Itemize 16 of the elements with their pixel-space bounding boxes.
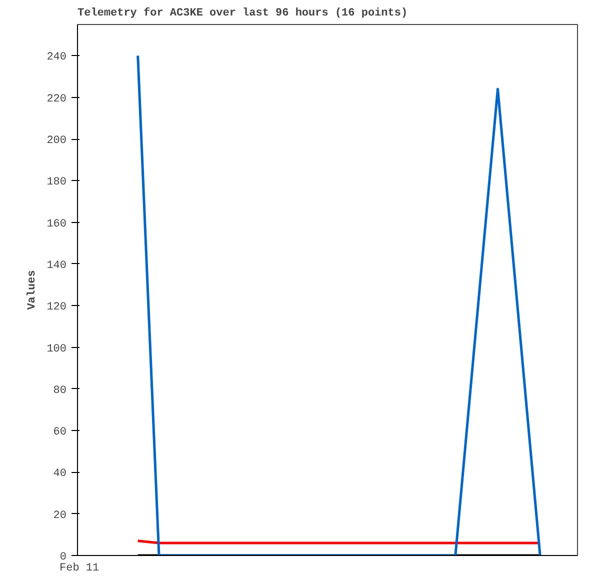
y-tick-label: 180 <box>46 176 67 189</box>
y-tick-label: 100 <box>46 343 67 356</box>
y-tick-label: 40 <box>53 468 66 480</box>
y-tick-label: 240 <box>46 52 67 64</box>
y-tick-label: 160 <box>46 218 67 230</box>
y-tick-label: 220 <box>46 93 67 106</box>
y-tick-label: 80 <box>53 384 66 397</box>
y-tick-label: 200 <box>46 135 67 148</box>
text: Feb 11 <box>60 562 100 574</box>
y-tick-label: 120 <box>46 302 67 314</box>
y-tick-label: 0 <box>60 552 67 564</box>
y-tick-label: 20 <box>53 510 66 522</box>
chart-title: Telemetry for AC3KE over last 96 hours (16 points) <box>78 6 408 20</box>
y-axis-title: Values <box>26 270 39 310</box>
y-tick-label: 140 <box>46 260 67 272</box>
y-tick-label: 60 <box>53 426 66 439</box>
